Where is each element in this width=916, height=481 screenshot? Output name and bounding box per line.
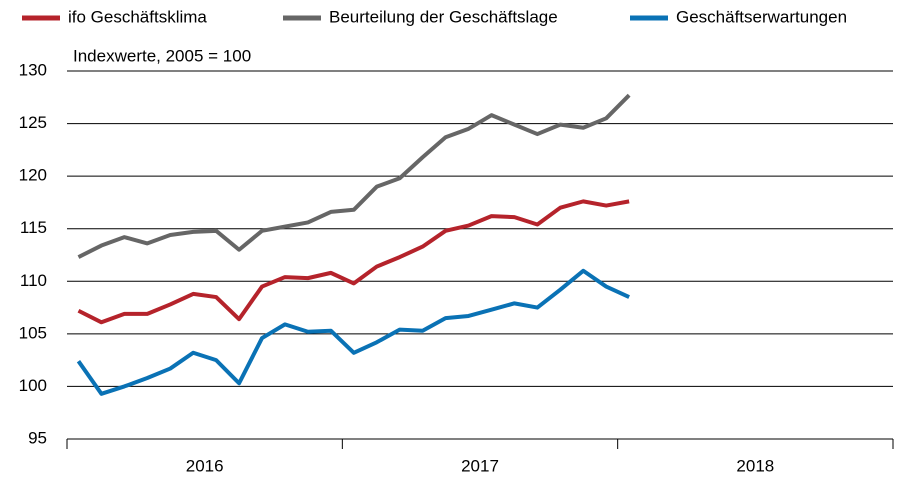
- legend-label: Geschäftserwartungen: [676, 7, 847, 26]
- y-tick-label: 130: [19, 60, 47, 79]
- x-tick-label: 2016: [186, 456, 224, 475]
- series-line: [77, 199, 630, 325]
- y-tick-label: 115: [20, 218, 47, 237]
- y-tick-label: 120: [19, 166, 47, 185]
- chart-subtitle: Indexwerte, 2005 = 100: [73, 46, 251, 65]
- y-tick-label: 110: [20, 271, 47, 290]
- legend-label: ifo Geschäftsklima: [68, 7, 207, 26]
- series-line: [77, 93, 631, 259]
- y-tick-label: 125: [19, 113, 47, 132]
- legend-label: Beurteilung der Geschäftslage: [329, 7, 558, 26]
- y-tick-label: 105: [19, 323, 47, 342]
- x-tick-label: 2018: [736, 456, 774, 475]
- x-tick-label: 2017: [461, 456, 499, 475]
- y-tick-label: 100: [19, 376, 47, 395]
- y-tick-label: 95: [28, 428, 47, 447]
- series-line: [76, 268, 630, 396]
